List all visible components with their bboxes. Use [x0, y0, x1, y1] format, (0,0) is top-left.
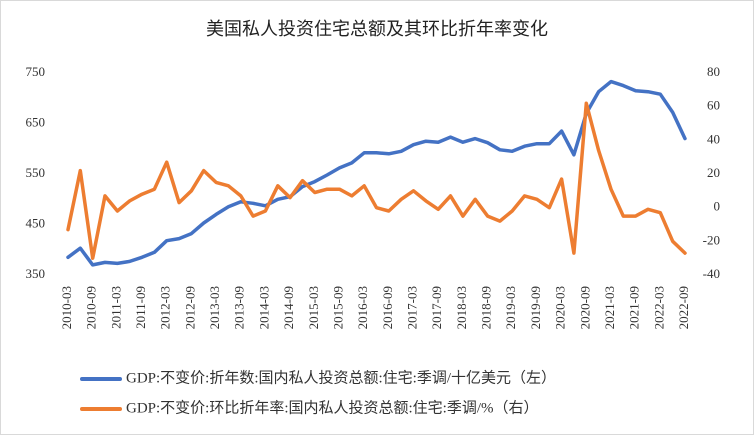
x-tick-label: 2011-03	[108, 286, 123, 329]
x-tick-label: 2017-03	[405, 286, 420, 329]
series-line	[66, 79, 687, 267]
x-tick-label: 2014-03	[256, 286, 271, 329]
x-tick-label: 2010-03	[59, 286, 74, 329]
x-tick-label: 2012-09	[182, 286, 197, 329]
legend-label: GDP:不变价:环比折年率:国内私人投资总额:住宅:季调/%（右）	[126, 399, 539, 416]
x-tick-label: 2022-03	[651, 286, 666, 329]
x-tick-label: 2021-09	[627, 286, 642, 329]
y-tick-label: 350	[26, 266, 46, 281]
x-tick-label: 2015-09	[330, 286, 345, 329]
x-tick-label: 2016-09	[380, 286, 395, 329]
x-tick-label: 2011-09	[133, 286, 148, 329]
x-tick-label: 2018-03	[454, 286, 469, 329]
x-tick-label: 2019-03	[503, 286, 518, 329]
y-tick-label: 750	[26, 64, 46, 79]
y2-tick-label: -40	[703, 266, 720, 281]
x-tick-label: 2020-09	[577, 286, 592, 329]
x-tick-label: 2016-03	[355, 286, 370, 329]
y2-tick-label: 0	[714, 199, 721, 214]
x-tick-label: 2013-03	[207, 286, 222, 329]
x-tick-label: 2015-03	[306, 286, 321, 329]
x-tick-label: 2018-09	[479, 286, 494, 329]
y-tick-label: 450	[26, 215, 46, 230]
x-tick-label: 2022-09	[676, 286, 691, 329]
y2-tick-label: -20	[703, 232, 720, 247]
y-tick-label: 550	[26, 165, 46, 180]
x-tick-label: 2021-03	[602, 286, 617, 329]
y2-tick-label: 80	[707, 64, 720, 79]
y2-tick-label: 60	[707, 98, 720, 113]
x-tick-label: 2010-09	[84, 286, 99, 329]
series-line	[66, 101, 687, 260]
x-tick-label: 2017-09	[429, 286, 444, 329]
x-tick-label: 2014-09	[281, 286, 296, 329]
x-tick-label: 2020-03	[553, 286, 568, 329]
chart-title: 美国私人投资住宅总额及其环比折年率变化	[206, 19, 548, 39]
x-tick-label: 2013-09	[232, 286, 247, 329]
y2-tick-label: 20	[707, 165, 720, 180]
x-tick-label: 2012-03	[158, 286, 173, 329]
legend-label: GDP:不变价:折年数:国内私人投资总额:住宅:季调/十亿美元（左）	[126, 369, 556, 386]
y-tick-label: 650	[26, 114, 46, 129]
y2-tick-label: 40	[707, 131, 720, 146]
x-tick-label: 2019-09	[528, 286, 543, 329]
